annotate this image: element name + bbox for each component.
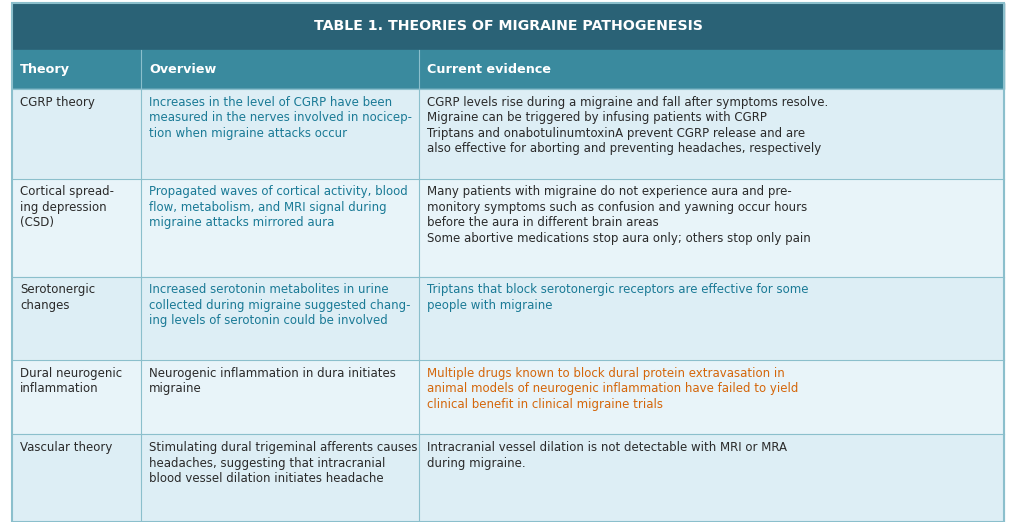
Bar [12,277,1004,360]
Text: Current evidence: Current evidence [427,63,551,76]
Bar [12,50,1004,89]
Bar [12,434,1004,522]
Text: Increases in the level of CGRP have been
measured in the nerves involved in noci: Increases in the level of CGRP have been… [149,96,412,139]
Text: Triptans that block serotonergic receptors are effective for some
people with mi: Triptans that block serotonergic recepto… [427,283,809,312]
Bar [12,179,1004,277]
Text: Intracranial vessel dilation is not detectable with MRI or MRA
during migraine.: Intracranial vessel dilation is not dete… [427,441,786,470]
Text: Propagated waves of cortical activity, blood
flow, metabolism, and MRI signal du: Propagated waves of cortical activity, b… [149,185,408,229]
Text: Multiple drugs known to block dural protein extravasation in
animal models of ne: Multiple drugs known to block dural prot… [427,367,799,411]
Text: Dural neurogenic
inflammation: Dural neurogenic inflammation [20,367,123,396]
Text: Overview: Overview [149,63,216,76]
Bar [12,89,1004,179]
Text: TABLE 1. THEORIES OF MIGRAINE PATHOGENESIS: TABLE 1. THEORIES OF MIGRAINE PATHOGENES… [314,19,702,33]
Text: Vascular theory: Vascular theory [20,441,113,454]
Text: Theory: Theory [20,63,70,76]
Text: Serotonergic
changes: Serotonergic changes [20,283,96,312]
Text: Stimulating dural trigeminal afferents causes
headaches, suggesting that intracr: Stimulating dural trigeminal afferents c… [149,441,418,485]
Text: Neurogenic inflammation in dura initiates
migraine: Neurogenic inflammation in dura initiate… [149,367,396,396]
Text: Cortical spread-
ing depression
(CSD): Cortical spread- ing depression (CSD) [20,185,115,229]
Text: CGRP theory: CGRP theory [20,96,96,109]
Text: Many patients with migraine do not experience aura and pre-
monitory symptoms su: Many patients with migraine do not exper… [427,185,811,245]
Bar [12,3,1004,50]
Text: Increased serotonin metabolites in urine
collected during migraine suggested cha: Increased serotonin metabolites in urine… [149,283,410,327]
Bar [12,360,1004,434]
Text: CGRP levels rise during a migraine and fall after symptoms resolve.
Migraine can: CGRP levels rise during a migraine and f… [427,96,828,155]
